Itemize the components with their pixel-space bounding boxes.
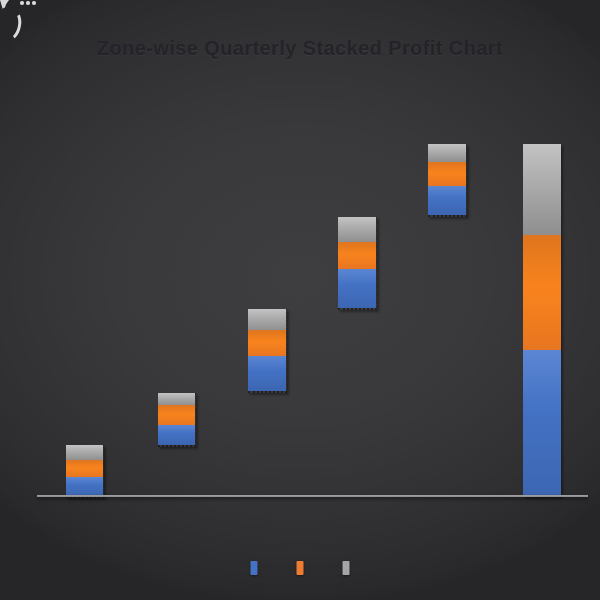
ellipsis-dots-icon[interactable] xyxy=(26,1,30,5)
bar-3-segment-orange[interactable] xyxy=(248,329,286,356)
legend-swatch-gray[interactable] xyxy=(342,561,350,575)
stacked-bar-3[interactable] xyxy=(248,309,287,393)
legend-swatch-orange[interactable] xyxy=(296,561,304,575)
chart-title: Zone-wise Quarterly Stacked Profit Chart xyxy=(96,38,504,60)
bar-6-segment-orange[interactable] xyxy=(523,235,561,350)
bar-3-segment-blue[interactable] xyxy=(248,355,286,391)
total-bar[interactable] xyxy=(523,144,561,497)
bar-5-segment-blue[interactable] xyxy=(428,185,466,215)
bar-5-segment-gray[interactable] xyxy=(428,144,466,162)
bar-4-segment-blue[interactable] xyxy=(338,268,376,308)
bar-6-segment-blue[interactable] xyxy=(523,350,561,497)
ellipsis-dots-icon[interactable] xyxy=(32,1,36,5)
bar-2-segment-orange[interactable] xyxy=(158,404,195,425)
bar-2-segment-blue[interactable] xyxy=(158,424,195,445)
bar-2-segment-gray[interactable] xyxy=(158,393,195,405)
stacked-bar-4[interactable] xyxy=(338,217,377,310)
ellipsis-dots-icon[interactable] xyxy=(20,1,24,5)
stacked-bar-1[interactable] xyxy=(66,445,104,498)
stacked-bar-5[interactable] xyxy=(428,144,467,217)
bar-1-segment-gray[interactable] xyxy=(66,445,103,461)
bar-6-segment-gray[interactable] xyxy=(523,144,561,235)
x-axis-line xyxy=(37,495,588,497)
bar-3-segment-gray[interactable] xyxy=(248,309,286,330)
stacked-bar-2[interactable] xyxy=(158,393,196,447)
bar-1-segment-blue[interactable] xyxy=(66,476,103,496)
legend-swatch-blue[interactable] xyxy=(250,561,258,575)
bar-5-segment-orange[interactable] xyxy=(428,161,466,186)
triangle-cursor-icon[interactable] xyxy=(0,0,9,9)
legend xyxy=(250,561,350,575)
bar-1-segment-orange[interactable] xyxy=(66,460,103,477)
bar-4-segment-gray[interactable] xyxy=(338,217,376,243)
bar-4-segment-orange[interactable] xyxy=(338,242,376,269)
